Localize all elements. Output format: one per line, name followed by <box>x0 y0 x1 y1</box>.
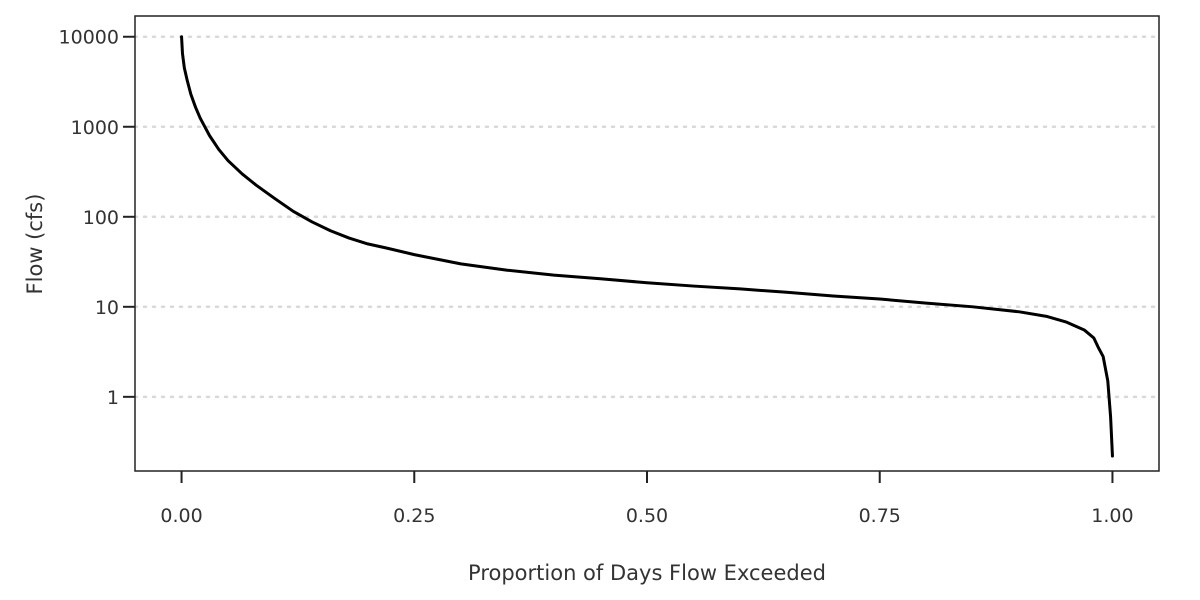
y-tick-label: 1000 <box>71 117 119 139</box>
x-axis-title: Proportion of Days Flow Exceeded <box>468 561 826 585</box>
plot-frame <box>134 15 1160 472</box>
y-tick-label: 10000 <box>59 27 119 49</box>
x-axis: 0.00 0.25 0.50 0.75 1.00 <box>160 471 1134 527</box>
y-axis-title: Flow (cfs) <box>23 194 47 295</box>
x-tick-label: 0.00 <box>160 505 202 527</box>
y-tick-label: 100 <box>83 207 119 229</box>
y-gridlines <box>133 35 1161 399</box>
y-tick-label: 10 <box>95 297 119 319</box>
x-tick-label: 0.50 <box>626 505 668 527</box>
x-tick-label: 0.75 <box>859 505 901 527</box>
y-axis: 1 10 100 1000 10000 <box>59 27 135 409</box>
x-tick-label: 0.25 <box>393 505 435 527</box>
series-layer <box>180 35 1114 458</box>
x-tick-label: 1.00 <box>1091 505 1133 527</box>
y-tick-label: 1 <box>107 387 119 409</box>
flow-duration-curve <box>180 35 1114 458</box>
